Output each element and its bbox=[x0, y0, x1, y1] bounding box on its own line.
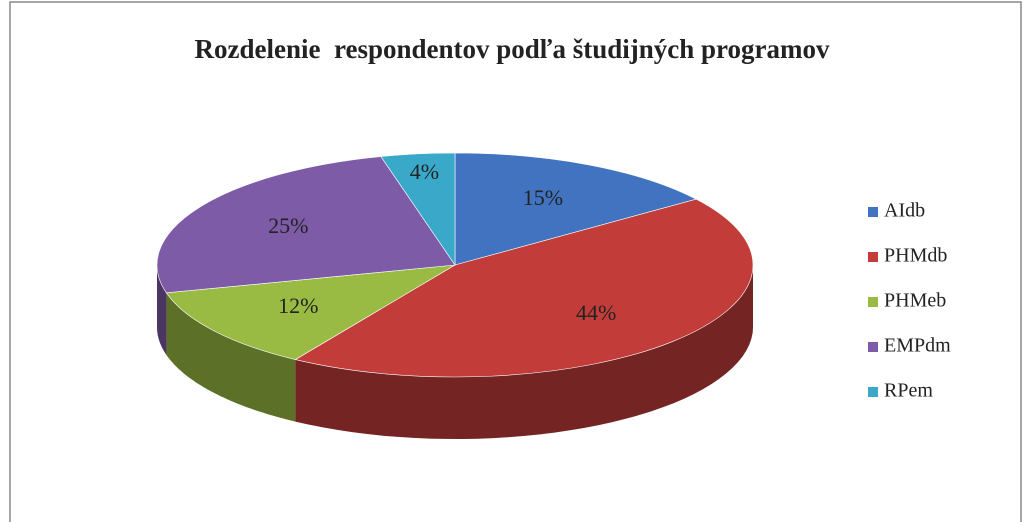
legend-swatch bbox=[868, 387, 878, 397]
legend-label: EMPdm bbox=[884, 335, 951, 357]
slice bbox=[380, 152, 456, 266]
legend-swatch bbox=[868, 207, 878, 217]
legend-label: RPem bbox=[884, 380, 933, 402]
data-label: 25% bbox=[268, 213, 308, 238]
slice bbox=[156, 156, 456, 294]
legend-swatch bbox=[868, 252, 878, 262]
data-label: 4% bbox=[410, 159, 439, 184]
slice-side-shade bbox=[157, 265, 167, 355]
legend-label: PHMdb bbox=[884, 245, 947, 267]
data-label: 44% bbox=[576, 300, 616, 325]
slice-side bbox=[157, 265, 167, 355]
legend-swatch bbox=[868, 342, 878, 352]
slice bbox=[454, 152, 697, 266]
slice bbox=[294, 198, 754, 378]
slice-side-shade bbox=[295, 265, 753, 439]
chart-title: Rozdelenie respondentov podľa študijných… bbox=[195, 34, 830, 64]
legend-label: AIdb bbox=[884, 200, 925, 222]
slice-side-shade bbox=[166, 292, 296, 422]
data-label: 12% bbox=[278, 293, 318, 318]
slice bbox=[165, 264, 456, 360]
legend-swatch bbox=[868, 297, 878, 307]
legend-label: PHMeb bbox=[884, 290, 946, 312]
slice-side bbox=[166, 292, 296, 422]
slice-side bbox=[295, 265, 753, 439]
data-label: 15% bbox=[523, 185, 563, 210]
